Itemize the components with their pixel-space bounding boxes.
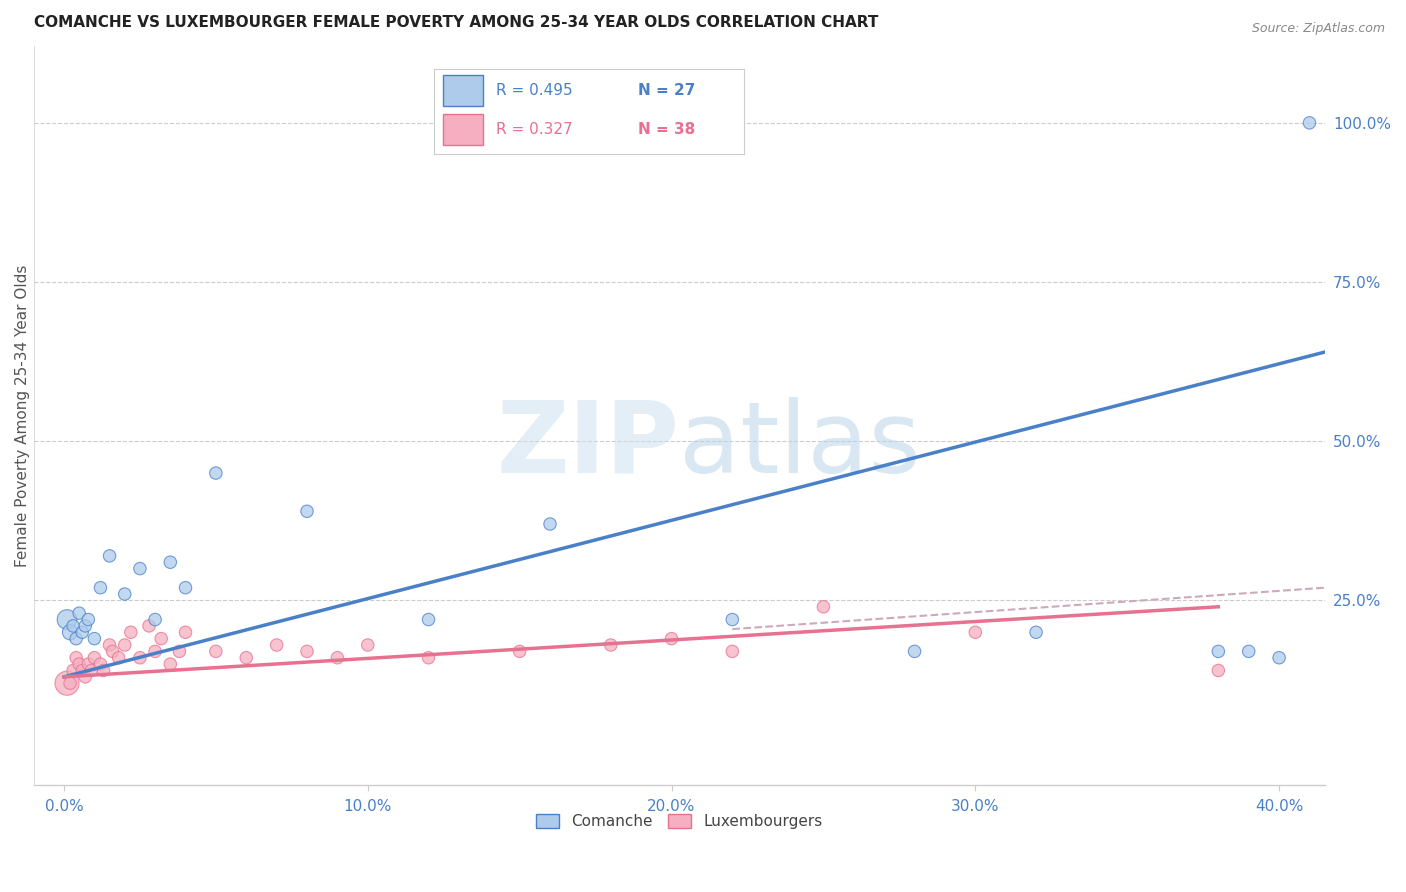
Point bbox=[174, 625, 197, 640]
Point bbox=[357, 638, 380, 652]
Point bbox=[70, 664, 93, 678]
Point bbox=[56, 676, 79, 690]
Point bbox=[965, 625, 987, 640]
Point bbox=[205, 644, 228, 658]
Point bbox=[159, 555, 181, 569]
Point bbox=[101, 644, 124, 658]
Text: COMANCHE VS LUXEMBOURGER FEMALE POVERTY AMONG 25-34 YEAR OLDS CORRELATION CHART: COMANCHE VS LUXEMBOURGER FEMALE POVERTY … bbox=[34, 15, 877, 30]
Point bbox=[418, 650, 440, 665]
Text: ZIP: ZIP bbox=[496, 397, 679, 494]
Point bbox=[129, 650, 152, 665]
Y-axis label: Female Poverty Among 25-34 Year Olds: Female Poverty Among 25-34 Year Olds bbox=[15, 265, 30, 567]
Point bbox=[120, 625, 142, 640]
Point bbox=[169, 644, 191, 658]
Point bbox=[83, 632, 105, 646]
Point bbox=[77, 657, 100, 672]
Point bbox=[1025, 625, 1047, 640]
Point bbox=[67, 657, 90, 672]
Point bbox=[75, 619, 97, 633]
Point bbox=[1298, 116, 1320, 130]
Point bbox=[174, 581, 197, 595]
Point bbox=[235, 650, 257, 665]
Point bbox=[80, 664, 103, 678]
Point bbox=[98, 638, 121, 652]
Point bbox=[129, 561, 152, 575]
Point bbox=[59, 676, 82, 690]
Point bbox=[721, 644, 744, 658]
Point bbox=[89, 581, 111, 595]
Point bbox=[295, 504, 318, 518]
Point bbox=[143, 613, 166, 627]
Point bbox=[67, 606, 90, 620]
Point bbox=[295, 644, 318, 658]
Point bbox=[138, 619, 160, 633]
Point bbox=[114, 638, 136, 652]
Point bbox=[143, 644, 166, 658]
Point bbox=[159, 657, 181, 672]
Point bbox=[326, 650, 349, 665]
Point bbox=[813, 599, 835, 614]
Point bbox=[1237, 644, 1260, 658]
Point bbox=[1268, 650, 1291, 665]
Point bbox=[1208, 644, 1230, 658]
Point bbox=[1208, 664, 1230, 678]
Point bbox=[70, 625, 93, 640]
Point bbox=[59, 625, 82, 640]
Point bbox=[903, 644, 925, 658]
Point bbox=[56, 613, 79, 627]
Point bbox=[65, 632, 87, 646]
Point bbox=[89, 657, 111, 672]
Point bbox=[114, 587, 136, 601]
Point bbox=[266, 638, 288, 652]
Text: Source: ZipAtlas.com: Source: ZipAtlas.com bbox=[1251, 22, 1385, 36]
Point bbox=[538, 516, 561, 531]
Point bbox=[107, 650, 129, 665]
Point bbox=[98, 549, 121, 563]
Point bbox=[62, 664, 84, 678]
Legend: Comanche, Luxembourgers: Comanche, Luxembourgers bbox=[529, 806, 830, 837]
Point bbox=[418, 613, 440, 627]
Text: atlas: atlas bbox=[679, 397, 921, 494]
Point bbox=[75, 670, 97, 684]
Point bbox=[599, 638, 621, 652]
Point bbox=[62, 619, 84, 633]
Point bbox=[509, 644, 531, 658]
Point bbox=[93, 664, 115, 678]
Point bbox=[77, 613, 100, 627]
Point bbox=[150, 632, 173, 646]
Point bbox=[205, 466, 228, 480]
Point bbox=[721, 613, 744, 627]
Point bbox=[65, 650, 87, 665]
Point bbox=[661, 632, 683, 646]
Point bbox=[83, 650, 105, 665]
